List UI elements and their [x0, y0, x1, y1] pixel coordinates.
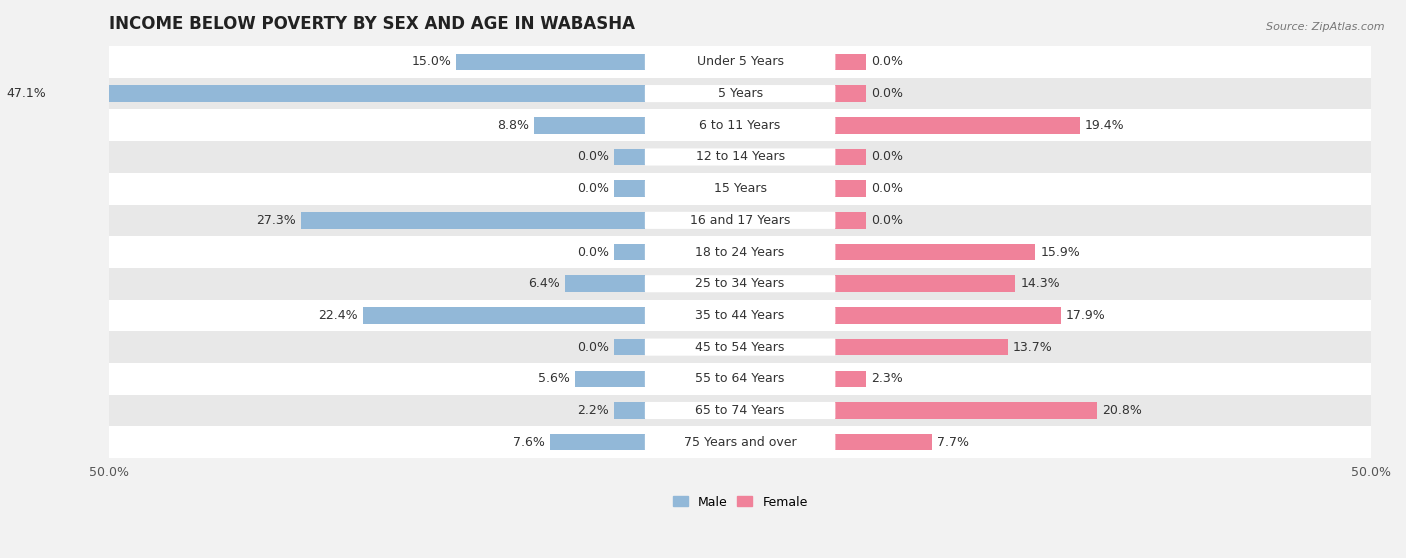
Bar	[835, 307, 1060, 324]
Text: 15.0%: 15.0%	[412, 55, 451, 69]
FancyBboxPatch shape	[645, 85, 835, 102]
Text: 19.4%: 19.4%	[1084, 119, 1125, 132]
Text: 0.0%: 0.0%	[576, 246, 609, 258]
Bar	[835, 212, 866, 229]
Bar	[835, 180, 866, 197]
Bar	[835, 339, 1008, 355]
Text: 8.8%: 8.8%	[498, 119, 530, 132]
Text: 17.9%: 17.9%	[1066, 309, 1105, 322]
Text: 55 to 64 Years: 55 to 64 Years	[696, 372, 785, 386]
Text: 15 Years: 15 Years	[714, 182, 766, 195]
Bar	[614, 180, 645, 197]
Text: 13.7%: 13.7%	[1012, 340, 1053, 354]
Bar	[110, 331, 1371, 363]
Legend: Male, Female: Male, Female	[668, 490, 813, 513]
FancyBboxPatch shape	[645, 117, 835, 134]
Text: 5.6%: 5.6%	[538, 372, 569, 386]
FancyBboxPatch shape	[645, 339, 835, 355]
Bar	[301, 212, 645, 229]
Text: 0.0%: 0.0%	[872, 87, 903, 100]
FancyBboxPatch shape	[645, 275, 835, 292]
Bar	[110, 173, 1371, 205]
FancyBboxPatch shape	[645, 180, 835, 197]
Bar	[110, 109, 1371, 141]
Text: 7.7%: 7.7%	[936, 436, 969, 449]
Bar	[565, 276, 645, 292]
Text: 0.0%: 0.0%	[872, 151, 903, 163]
Bar	[110, 426, 1371, 458]
Text: 35 to 44 Years: 35 to 44 Years	[696, 309, 785, 322]
Bar	[110, 268, 1371, 300]
Text: 6.4%: 6.4%	[527, 277, 560, 290]
Text: 7.6%: 7.6%	[513, 436, 544, 449]
Text: 6 to 11 Years: 6 to 11 Years	[700, 119, 780, 132]
Bar	[835, 276, 1015, 292]
Text: 15.9%: 15.9%	[1040, 246, 1080, 258]
Text: 0.0%: 0.0%	[576, 182, 609, 195]
FancyBboxPatch shape	[645, 371, 835, 387]
Text: 18 to 24 Years: 18 to 24 Years	[696, 246, 785, 258]
Bar	[835, 149, 866, 165]
Bar	[835, 54, 866, 70]
Text: 2.2%: 2.2%	[576, 404, 609, 417]
Bar	[110, 205, 1371, 236]
Bar	[110, 46, 1371, 78]
Text: 0.0%: 0.0%	[872, 182, 903, 195]
Bar	[110, 78, 1371, 109]
Text: 12 to 14 Years: 12 to 14 Years	[696, 151, 785, 163]
Text: 65 to 74 Years: 65 to 74 Years	[696, 404, 785, 417]
Bar	[835, 85, 866, 102]
FancyBboxPatch shape	[645, 212, 835, 229]
Bar	[110, 363, 1371, 395]
Text: INCOME BELOW POVERTY BY SEX AND AGE IN WABASHA: INCOME BELOW POVERTY BY SEX AND AGE IN W…	[110, 15, 636, 33]
Text: Under 5 Years: Under 5 Years	[696, 55, 783, 69]
Bar	[614, 244, 645, 260]
Bar	[575, 371, 645, 387]
Bar	[110, 236, 1371, 268]
Text: 16 and 17 Years: 16 and 17 Years	[690, 214, 790, 227]
Bar	[835, 402, 1097, 418]
Bar	[835, 244, 1035, 260]
FancyBboxPatch shape	[645, 434, 835, 451]
Text: 0.0%: 0.0%	[576, 340, 609, 354]
Bar	[614, 149, 645, 165]
FancyBboxPatch shape	[645, 54, 835, 70]
Bar	[363, 307, 645, 324]
Bar	[110, 300, 1371, 331]
Bar	[110, 141, 1371, 173]
FancyBboxPatch shape	[645, 402, 835, 419]
Text: 14.3%: 14.3%	[1021, 277, 1060, 290]
Bar	[835, 117, 1080, 133]
Bar	[110, 395, 1371, 426]
FancyBboxPatch shape	[645, 148, 835, 166]
Text: 27.3%: 27.3%	[256, 214, 297, 227]
Bar	[835, 371, 866, 387]
Text: 0.0%: 0.0%	[872, 214, 903, 227]
Text: 0.0%: 0.0%	[872, 55, 903, 69]
Text: 47.1%: 47.1%	[7, 87, 46, 100]
Bar	[456, 54, 645, 70]
Text: 25 to 34 Years: 25 to 34 Years	[696, 277, 785, 290]
Bar	[614, 402, 645, 418]
Bar	[550, 434, 645, 450]
FancyBboxPatch shape	[645, 243, 835, 261]
Text: 5 Years: 5 Years	[717, 87, 762, 100]
Bar	[835, 434, 932, 450]
Text: Source: ZipAtlas.com: Source: ZipAtlas.com	[1267, 22, 1385, 32]
Text: 0.0%: 0.0%	[576, 151, 609, 163]
Text: 22.4%: 22.4%	[318, 309, 357, 322]
Text: 45 to 54 Years: 45 to 54 Years	[696, 340, 785, 354]
Bar	[51, 85, 645, 102]
Text: 2.3%: 2.3%	[872, 372, 903, 386]
Bar	[614, 339, 645, 355]
Text: 75 Years and over: 75 Years and over	[683, 436, 796, 449]
Bar	[534, 117, 645, 133]
FancyBboxPatch shape	[645, 307, 835, 324]
Text: 20.8%: 20.8%	[1102, 404, 1142, 417]
